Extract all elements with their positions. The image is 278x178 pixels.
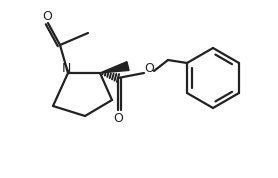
- Text: O: O: [113, 111, 123, 124]
- Text: O: O: [144, 62, 154, 75]
- Text: O: O: [42, 9, 52, 22]
- Polygon shape: [100, 62, 129, 73]
- Text: N: N: [61, 62, 71, 75]
